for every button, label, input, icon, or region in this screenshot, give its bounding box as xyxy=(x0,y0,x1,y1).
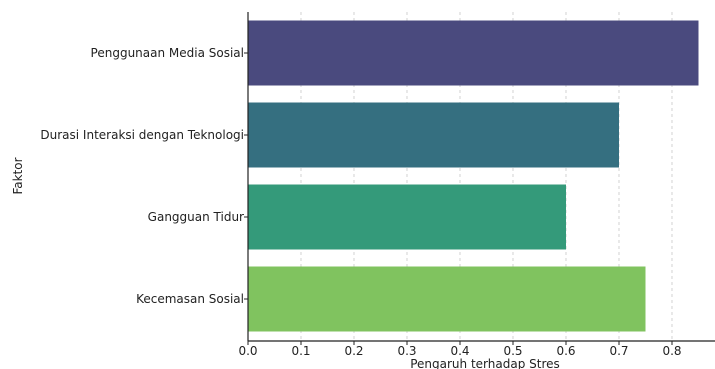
x-tick-labels: 0.0 0.1 0.2 0.3 0.4 0.5 0.6 0.7 0.8 xyxy=(238,341,682,358)
y-category-label: Durasi Interaksi dengan Teknologi xyxy=(40,128,244,142)
bar xyxy=(248,20,699,86)
y-category-label: Kecemasan Sosial xyxy=(136,292,244,306)
x-tick-label: 0.8 xyxy=(662,344,681,358)
x-tick-label: 0.3 xyxy=(397,344,416,358)
bars xyxy=(248,20,699,332)
y-category-label: Penggunaan Media Sosial xyxy=(91,46,244,60)
y-category-labels: Penggunaan Media Sosial Durasi Interaksi … xyxy=(40,46,248,306)
x-tick-label: 0.7 xyxy=(609,344,628,358)
x-tick-label: 0.6 xyxy=(556,344,575,358)
bar xyxy=(248,266,646,332)
x-tick-label: 0.2 xyxy=(344,344,363,358)
x-tick-label: 0.1 xyxy=(291,344,310,358)
bar xyxy=(248,184,566,250)
y-category-label: Gangguan Tidur xyxy=(148,210,244,224)
y-axis-label: Faktor xyxy=(11,157,25,194)
x-tick-label: 0.4 xyxy=(450,344,469,358)
x-tick-label: 0.0 xyxy=(238,344,257,358)
bar xyxy=(248,102,619,168)
x-axis-label: Pengaruh terhadap Stres xyxy=(410,357,560,369)
x-tick-label: 0.5 xyxy=(503,344,522,358)
